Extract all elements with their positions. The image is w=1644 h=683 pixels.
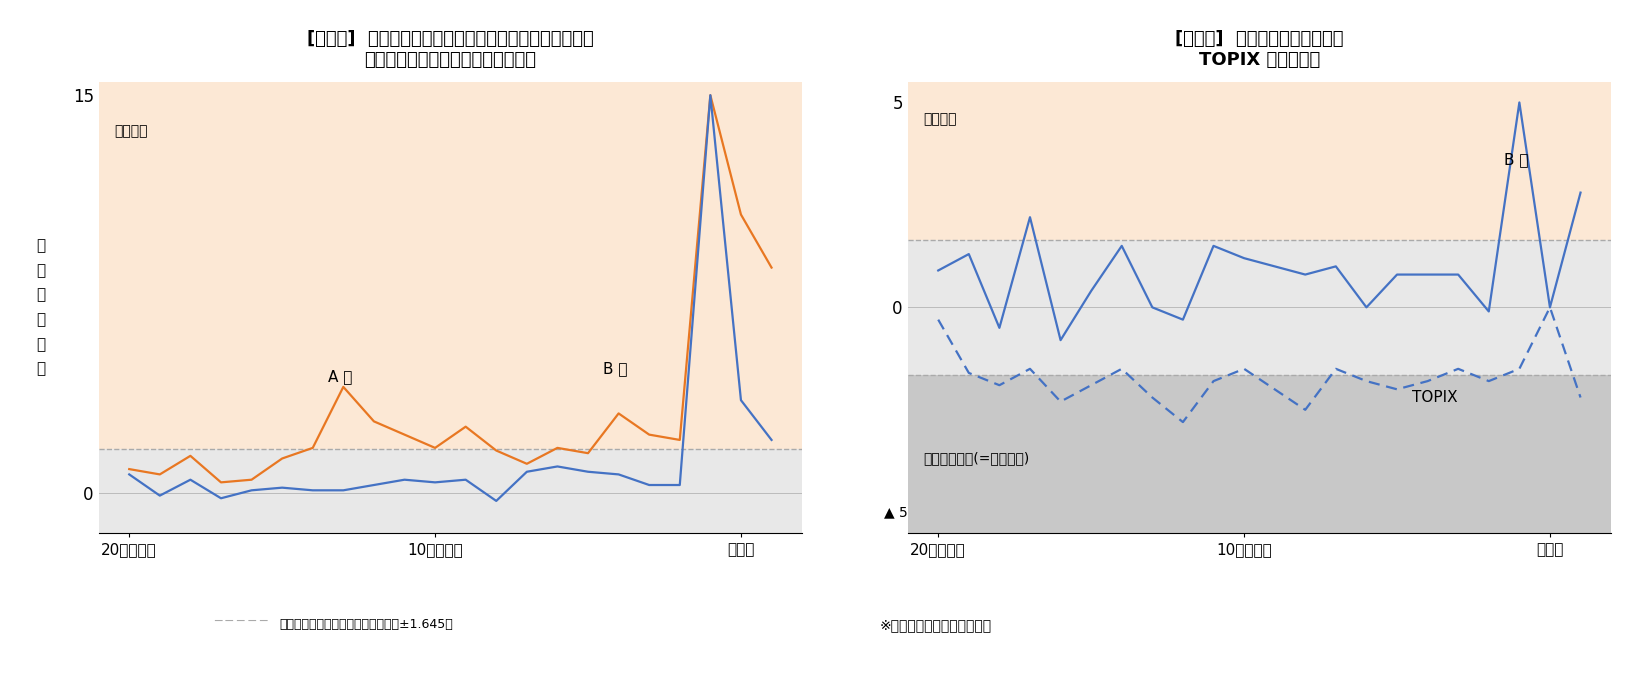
- Text: 過剰取引: 過剰取引: [113, 124, 148, 138]
- Bar: [99, 69, 802, 449]
- Text: A 社: A 社: [329, 370, 352, 385]
- Bar: [907, 375, 1611, 553]
- Text: ▲ 5: ▲ 5: [884, 505, 907, 519]
- Text: B 社: B 社: [603, 361, 628, 376]
- Text: 過剰取引: 過剰取引: [922, 112, 957, 126]
- Text: 売買高異常の目安（標準化売買高＝±1.645）: 売買高異常の目安（標準化売買高＝±1.645）: [279, 618, 454, 632]
- Text: B 社: B 社: [1504, 152, 1529, 167]
- Bar: [907, 61, 1611, 240]
- Text: ※ニッセイ基礎研究所が算出: ※ニッセイ基礎研究所が算出: [880, 618, 991, 632]
- Title: [図表１]  実際にインサイダー取引の対象となった企業の
公募増資公表前における売買高変化: [図表１] 実際にインサイダー取引の対象となった企業の 公募増資公表前における売…: [307, 31, 593, 69]
- Text: 売買高が低い(=過少取引): 売買高が低い(=過少取引): [922, 451, 1029, 464]
- Title: [図表２]  Ｂ社公募増資公表前の
TOPIX 売買高変化: [図表２] Ｂ社公募増資公表前の TOPIX 売買高変化: [1175, 31, 1343, 69]
- Text: TOPIX: TOPIX: [1412, 389, 1458, 404]
- Text: ─ ─ ─ ─ ─: ─ ─ ─ ─ ─: [214, 615, 268, 628]
- Text: 標
準
化
売
買
高: 標 準 化 売 買 高: [36, 238, 46, 376]
